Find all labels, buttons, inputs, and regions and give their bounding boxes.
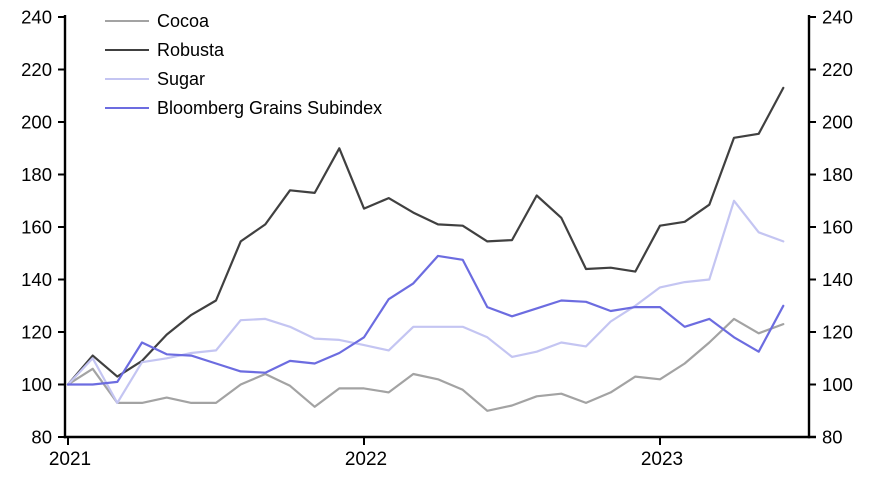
legend-label: Cocoa xyxy=(157,10,210,31)
series-line-robusta xyxy=(66,86,785,386)
series-line-bloomberg-grains-subindex xyxy=(66,254,785,386)
y-tick-label-right: 80 xyxy=(822,426,843,447)
y-tick-label-left: 80 xyxy=(31,426,52,447)
x-tick-label-2023: 2023 xyxy=(641,449,683,470)
y-tick-label-right: 180 xyxy=(822,164,853,185)
series-line-sugar xyxy=(66,199,785,404)
y-tick-label-right: 220 xyxy=(822,59,853,80)
y-tick-label-right: 120 xyxy=(822,321,853,342)
y-tick-label-left: 140 xyxy=(21,269,52,290)
y-tick-label-right: 240 xyxy=(822,6,853,27)
legend-item-robusta: Robusta xyxy=(105,35,382,64)
legend-line-swatch xyxy=(105,19,149,22)
legend-label: Sugar xyxy=(157,68,206,89)
y-tick-label-right: 100 xyxy=(822,374,853,395)
y-tick-label-left: 180 xyxy=(21,164,52,185)
y-tick-label-right: 140 xyxy=(822,269,853,290)
y-tick-label-right: 200 xyxy=(822,111,853,132)
y-tick-label-left: 220 xyxy=(21,59,52,80)
legend-item-cocoa: Cocoa xyxy=(105,6,382,35)
y-tick-label-left: 200 xyxy=(21,111,52,132)
x-tick-label-2021: 2021 xyxy=(49,449,91,470)
legend-label: Bloomberg Grains Subindex xyxy=(157,97,383,118)
y-tick-label-left: 120 xyxy=(21,321,52,342)
legend-line-swatch xyxy=(105,106,149,109)
legend-item-sugar: Sugar xyxy=(105,64,382,93)
legend-item-bloomberg-grains-subindex: Bloomberg Grains Subindex xyxy=(105,93,382,122)
chart-legend: Cocoa Robusta Sugar Bloomberg Grains Subind… xyxy=(105,6,382,122)
legend-label: Robusta xyxy=(157,39,225,60)
legend-line-swatch xyxy=(105,48,149,51)
y-tick-label-right: 160 xyxy=(822,216,853,237)
series-line-cocoa xyxy=(66,317,785,412)
x-tick-label-2022: 2022 xyxy=(345,449,387,470)
y-tick-label-left: 160 xyxy=(21,216,52,237)
legend-line-swatch xyxy=(105,77,149,80)
y-tick-label-left: 240 xyxy=(21,6,52,27)
y-tick-label-left: 100 xyxy=(21,374,52,395)
